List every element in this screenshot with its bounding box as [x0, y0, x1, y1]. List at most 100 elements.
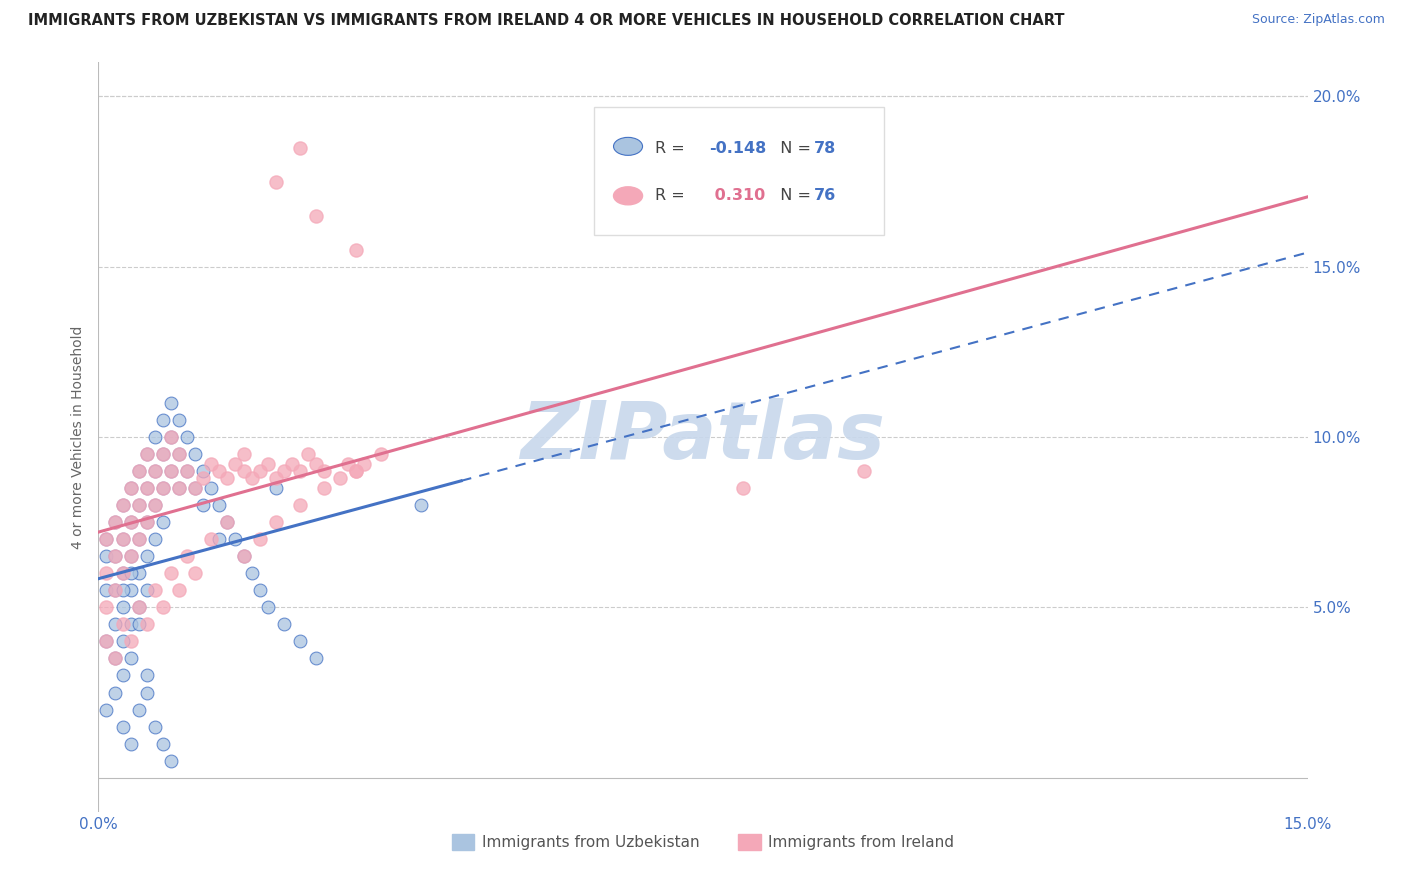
Point [853, 464, 876, 478]
Point [329, 471, 352, 485]
Point [256, 458, 278, 472]
Point [135, 668, 157, 682]
Point [96, 583, 118, 598]
Point [288, 464, 311, 478]
Point [111, 533, 134, 547]
Point [249, 533, 271, 547]
Point [103, 685, 125, 699]
Point [111, 600, 134, 615]
Point [120, 481, 142, 495]
Point [128, 617, 150, 632]
Point [167, 447, 190, 461]
Point [135, 447, 157, 461]
Point [288, 498, 311, 512]
Point [152, 447, 174, 461]
Point [337, 458, 360, 472]
Point [103, 651, 125, 665]
Point [135, 515, 157, 529]
Point [240, 566, 263, 581]
Point [111, 566, 134, 581]
Point [96, 549, 118, 564]
Point [111, 634, 134, 648]
FancyBboxPatch shape [595, 107, 884, 235]
Point [120, 634, 142, 648]
Point [232, 549, 254, 564]
Point [120, 566, 142, 581]
Point [273, 617, 295, 632]
Point [249, 464, 271, 478]
Point [135, 583, 157, 598]
Point [193, 471, 215, 485]
Point [120, 549, 142, 564]
Point [200, 458, 222, 472]
Point [314, 464, 336, 478]
Point [143, 720, 166, 734]
Point [103, 617, 125, 632]
Point [409, 498, 432, 512]
Point [176, 430, 198, 444]
Y-axis label: 4 or more Vehicles in Household: 4 or more Vehicles in Household [72, 326, 86, 549]
Text: IMMIGRANTS FROM UZBEKISTAN VS IMMIGRANTS FROM IRELAND 4 OR MORE VEHICLES IN HOUS: IMMIGRANTS FROM UZBEKISTAN VS IMMIGRANTS… [28, 13, 1064, 29]
Point [135, 447, 157, 461]
Point [152, 481, 174, 495]
Point [184, 481, 207, 495]
Point [160, 396, 183, 410]
Point [264, 481, 287, 495]
Point [111, 533, 134, 547]
Point [143, 464, 166, 478]
Point [273, 464, 295, 478]
Text: 78: 78 [814, 141, 837, 156]
Point [120, 583, 142, 598]
Point [152, 447, 174, 461]
Point [305, 209, 328, 223]
Point [143, 583, 166, 598]
Point [143, 464, 166, 478]
Point [208, 533, 231, 547]
Point [160, 566, 183, 581]
Text: N =: N = [769, 141, 815, 156]
Point [128, 566, 150, 581]
Point [135, 515, 157, 529]
Point [208, 464, 231, 478]
Point [297, 447, 319, 461]
Point [281, 458, 304, 472]
Point [217, 515, 239, 529]
Point [353, 458, 375, 472]
Point [135, 617, 157, 632]
Point [733, 481, 755, 495]
Point [143, 533, 166, 547]
Point [96, 634, 118, 648]
Point [288, 140, 311, 154]
Point [111, 498, 134, 512]
Text: 76: 76 [814, 188, 837, 203]
Point [103, 515, 125, 529]
Point [111, 498, 134, 512]
Legend: Immigrants from Uzbekistan, Immigrants from Ireland: Immigrants from Uzbekistan, Immigrants f… [446, 829, 960, 856]
Point [152, 515, 174, 529]
Point [143, 430, 166, 444]
Point [176, 549, 198, 564]
Point [135, 481, 157, 495]
Point [305, 651, 328, 665]
Point [96, 634, 118, 648]
Point [152, 413, 174, 427]
Point [152, 481, 174, 495]
Point [200, 533, 222, 547]
Point [184, 481, 207, 495]
Text: 0.310: 0.310 [709, 188, 765, 203]
Point [249, 583, 271, 598]
Point [120, 651, 142, 665]
Point [184, 447, 207, 461]
Point [128, 600, 150, 615]
Point [344, 243, 367, 257]
Point [224, 458, 246, 472]
Point [314, 481, 336, 495]
Point [264, 175, 287, 189]
Point [128, 464, 150, 478]
Point [111, 668, 134, 682]
Point [103, 651, 125, 665]
Point [128, 498, 150, 512]
Point [167, 413, 190, 427]
Point [128, 498, 150, 512]
Point [128, 600, 150, 615]
